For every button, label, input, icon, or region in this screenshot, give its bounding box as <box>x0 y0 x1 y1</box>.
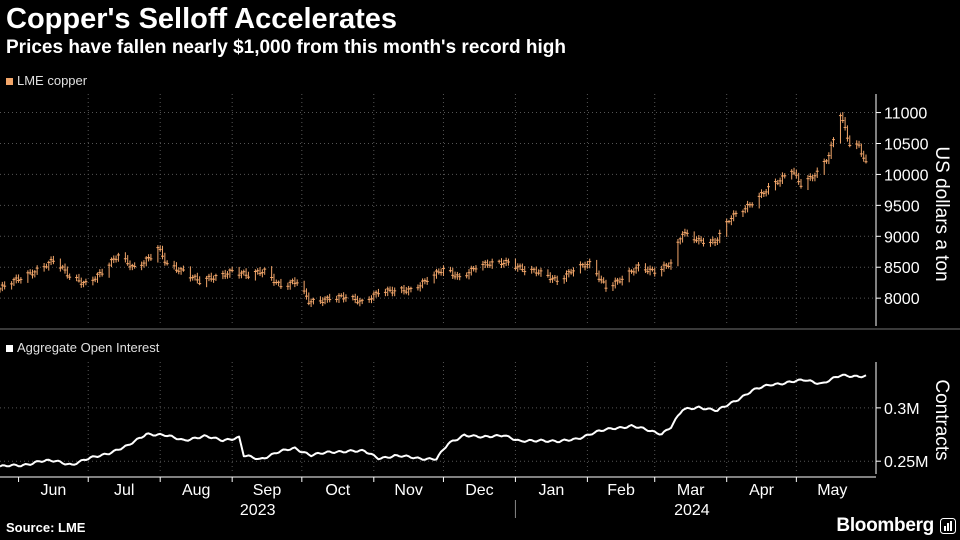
open-interest-line <box>0 373 867 468</box>
copper-ytick-label: 9500 <box>884 198 920 215</box>
copper-ytick-label: 8500 <box>884 260 920 277</box>
open-interest-series <box>0 373 867 468</box>
oi-y-axis-label: Contracts <box>931 379 952 460</box>
month-label: Sep <box>253 482 282 499</box>
bloomberg-logo-icon <box>940 518 956 534</box>
legend-open-interest: Aggregate Open Interest <box>6 340 159 356</box>
month-label: May <box>817 482 847 499</box>
month-label: Jul <box>114 482 134 499</box>
month-label: Oct <box>325 482 350 499</box>
copper-ytick-label: 8000 <box>884 291 920 308</box>
copper-series <box>0 112 868 308</box>
copper-ytick-label: 10500 <box>884 136 929 153</box>
month-label: Aug <box>182 482 210 499</box>
source-note: Source: LME <box>6 520 86 535</box>
legend-copper-swatch <box>6 77 13 85</box>
legend-copper-label: LME copper <box>17 73 88 88</box>
oi-ytick-label: 0.25M <box>884 454 928 471</box>
legend-copper: LME copper <box>6 73 87 89</box>
copper-y-axis-label: US dollars a ton <box>931 146 952 281</box>
copper-ytick-label: 10000 <box>884 167 929 184</box>
month-label: Apr <box>749 482 775 499</box>
month-label: Jan <box>539 482 565 499</box>
month-label: Jun <box>41 482 67 499</box>
year-label: 2024 <box>674 502 710 519</box>
bloomberg-logo: Bloomberg <box>836 515 934 536</box>
month-label: Feb <box>607 482 635 499</box>
chart-title: Copper's Selloff Accelerates <box>6 3 398 35</box>
month-label: Dec <box>465 482 493 499</box>
copper-ytick-label: 9000 <box>884 229 920 246</box>
year-label: 2023 <box>240 502 276 519</box>
month-label: Nov <box>394 482 422 499</box>
chart-subtitle: Prices have fallen nearly $1,000 from th… <box>6 37 566 58</box>
grid-layer <box>0 94 876 474</box>
copper-ytick-label: 11000 <box>884 106 927 123</box>
month-label: Mar <box>677 482 705 499</box>
legend-open-interest-label: Aggregate Open Interest <box>17 340 160 355</box>
oi-ytick-label: 0.3M <box>884 401 920 418</box>
axis-layer: 8000 8500 9000 9500 10000 10500 11000 0.25M 0.3M… <box>0 94 960 519</box>
legend-open-interest-swatch <box>6 344 13 352</box>
